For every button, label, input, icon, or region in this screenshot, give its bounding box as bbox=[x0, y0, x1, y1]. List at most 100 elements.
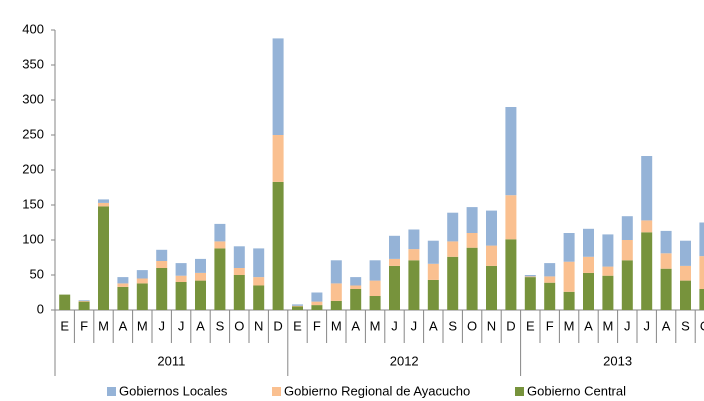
bar-segment bbox=[195, 272, 206, 281]
x-tick-label: M bbox=[564, 318, 575, 333]
y-tick-label: 150 bbox=[22, 196, 44, 211]
bar-segment bbox=[427, 263, 439, 280]
bar-segment bbox=[195, 258, 206, 273]
bar-segment bbox=[447, 241, 459, 257]
bar-segment bbox=[583, 272, 594, 310]
x-tick-label: E bbox=[526, 318, 535, 333]
bar-segment bbox=[466, 247, 478, 310]
y-tick-label: 400 bbox=[22, 21, 44, 36]
bar-segment bbox=[311, 292, 323, 302]
bar-segment bbox=[680, 265, 691, 281]
bar-segment bbox=[156, 268, 168, 310]
legend-swatch bbox=[515, 387, 524, 396]
bar-segment bbox=[292, 305, 303, 307]
y-tick-label: 50 bbox=[30, 266, 44, 281]
bar-segment bbox=[660, 268, 672, 310]
bar-segment bbox=[195, 280, 206, 310]
bar-segment bbox=[699, 256, 704, 289]
x-tick-label: A bbox=[429, 318, 438, 333]
bar-segment bbox=[292, 304, 303, 306]
x-tick-label: A bbox=[662, 318, 671, 333]
bar-segment bbox=[214, 223, 226, 242]
legend-label: Gobierno Regional de Ayacucho bbox=[284, 383, 470, 398]
bar-segment bbox=[447, 256, 459, 310]
bar-segment bbox=[680, 280, 691, 310]
bar-segment bbox=[602, 275, 614, 310]
bar-segment bbox=[699, 222, 704, 257]
bar-segment bbox=[505, 239, 517, 310]
x-tick-label: A bbox=[119, 318, 128, 333]
y-tick-label: 200 bbox=[22, 161, 44, 176]
bar-segment bbox=[156, 249, 168, 261]
bar-segment bbox=[602, 266, 614, 276]
bar-segment bbox=[253, 248, 265, 278]
x-tick-label: A bbox=[351, 318, 360, 333]
bar-segment bbox=[524, 276, 536, 278]
bar-segment bbox=[408, 260, 420, 310]
bar-segment bbox=[563, 291, 575, 310]
y-tick-label: 100 bbox=[22, 231, 44, 246]
bar-segment bbox=[253, 277, 265, 286]
x-tick-label: J bbox=[624, 318, 631, 333]
x-tick-label: O bbox=[700, 318, 704, 333]
x-tick-label: F bbox=[546, 318, 554, 333]
bar-segment bbox=[486, 245, 497, 266]
x-tick-label: O bbox=[467, 318, 477, 333]
bar-segment bbox=[660, 230, 672, 254]
bar-segment bbox=[466, 233, 478, 248]
bar-segment bbox=[524, 275, 536, 277]
x-tick-label: S bbox=[681, 318, 690, 333]
bar-segment bbox=[621, 216, 633, 240]
x-tick-label: O bbox=[234, 318, 244, 333]
bar-segment bbox=[78, 300, 90, 301]
x-tick-label: E bbox=[60, 318, 69, 333]
x-tick-label: M bbox=[98, 318, 109, 333]
bar-segment bbox=[505, 195, 517, 240]
x-tick-label: J bbox=[411, 318, 418, 333]
x-tick-label: E bbox=[293, 318, 302, 333]
bar-segment bbox=[602, 234, 614, 267]
bar-segment bbox=[641, 232, 653, 310]
bar-segment bbox=[369, 296, 381, 310]
bar-segment bbox=[544, 276, 556, 283]
x-tick-label: D bbox=[506, 318, 515, 333]
bar-segment bbox=[486, 210, 497, 246]
bar-segment bbox=[447, 212, 459, 242]
y-tick-label: 0 bbox=[37, 301, 44, 316]
bar-segment bbox=[272, 135, 284, 182]
bar-segment bbox=[330, 283, 342, 301]
x-tick-label: M bbox=[370, 318, 381, 333]
bar-segment bbox=[214, 248, 226, 310]
x-tick-label: F bbox=[80, 318, 88, 333]
bar-segment bbox=[486, 265, 497, 310]
year-label: 2012 bbox=[390, 353, 419, 368]
bar-segment bbox=[408, 249, 420, 261]
bar-segment bbox=[272, 181, 284, 310]
bar-segment bbox=[311, 301, 323, 306]
x-tick-label: J bbox=[643, 318, 650, 333]
bar-segment bbox=[699, 289, 704, 310]
legend-label: Gobierno Central bbox=[527, 383, 626, 398]
x-tick-label: M bbox=[331, 318, 342, 333]
bar-segment bbox=[117, 277, 129, 284]
x-tick-label: D bbox=[273, 318, 282, 333]
bar-segment bbox=[621, 260, 633, 310]
bar-segment bbox=[175, 282, 187, 310]
bar-segment bbox=[156, 261, 168, 268]
x-tick-label: J bbox=[391, 318, 398, 333]
bar-segment bbox=[660, 253, 672, 269]
bar-segment bbox=[78, 300, 90, 302]
legend-swatch bbox=[272, 387, 281, 396]
bar-segment bbox=[350, 285, 362, 289]
x-tick-label: A bbox=[196, 318, 205, 333]
bar-segment bbox=[505, 107, 517, 196]
bar-segment bbox=[427, 279, 439, 310]
x-tick-label: J bbox=[178, 318, 185, 333]
bar-segment bbox=[408, 229, 420, 250]
x-tick-label: A bbox=[584, 318, 593, 333]
x-tick-label: N bbox=[254, 318, 263, 333]
bar-segment bbox=[330, 260, 342, 284]
bar-segment bbox=[272, 38, 284, 135]
bar-segment bbox=[389, 235, 400, 259]
